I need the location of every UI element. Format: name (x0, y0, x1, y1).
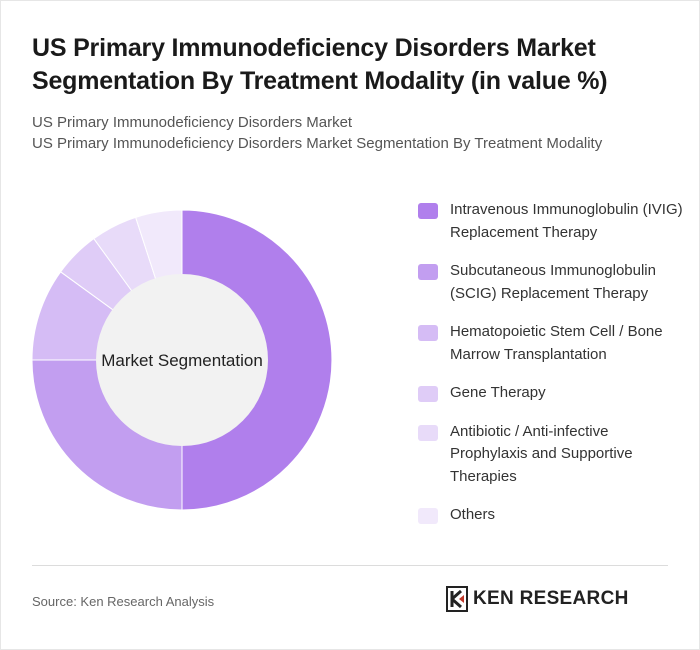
chart-subtitle-detail: US Primary Immunodeficiency Disorders Ma… (32, 135, 603, 152)
legend-swatch (418, 264, 438, 280)
donut-chart: Market Segmentation (31, 209, 333, 511)
legend-label: Others (450, 506, 496, 523)
legend-item: Intravenous Immunoglobulin (IVIG) Replac… (418, 199, 688, 244)
legend-label: Gene Therapy (450, 384, 546, 401)
legend-swatch (418, 508, 438, 524)
source-note: Source: Ken Research Analysis (32, 594, 215, 609)
legend-swatch (418, 386, 438, 402)
chart-subtitle: US Primary Immunodeficiency Disorders Ma… (32, 114, 353, 131)
chart-title: US Primary Immunodeficiency Disorders Ma… (32, 34, 608, 95)
chart-legend: Intravenous Immunoglobulin (IVIG) Replac… (418, 199, 688, 543)
legend-swatch (418, 203, 438, 219)
legend-label: Subcutaneous Immunoglobulin (SCIG) Repla… (450, 262, 656, 302)
legend-item: Subcutaneous Immunoglobulin (SCIG) Repla… (418, 260, 688, 305)
footer-divider (32, 565, 668, 566)
legend-item: Hematopoietic Stem Cell / Bone Marrow Tr… (418, 321, 688, 366)
donut-center-label: Market Segmentation (101, 351, 263, 370)
legend-item: Others (418, 504, 688, 527)
legend-item: Gene Therapy (418, 382, 688, 405)
donut-hole (96, 274, 268, 446)
legend-label: Intravenous Immunoglobulin (IVIG) Replac… (450, 201, 683, 241)
ken-research-logo-icon (446, 586, 468, 612)
ken-research-logo: KEN RESEARCH (446, 586, 629, 612)
legend-swatch (418, 325, 438, 341)
legend-item: Antibiotic / Anti-infective Prophylaxis … (418, 421, 688, 489)
legend-swatch (418, 424, 438, 441)
logo-wordmark: KEN RESEARCH (473, 588, 629, 609)
legend-label: Antibiotic / Anti-infective Prophylaxis … (450, 422, 633, 485)
legend-label: Hematopoietic Stem Cell / Bone Marrow Tr… (450, 323, 663, 363)
